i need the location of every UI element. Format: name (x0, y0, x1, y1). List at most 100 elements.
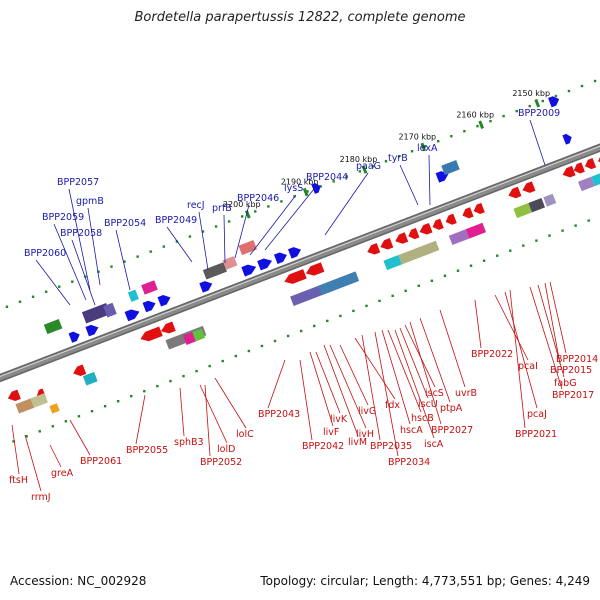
bottom-gene-label: BPP2043 (258, 409, 300, 420)
feature-block (15, 398, 34, 414)
bottom-rail-dot (417, 284, 420, 288)
feature-block (43, 319, 63, 335)
top-rail-dot (214, 225, 218, 228)
bottom-rail-dot (103, 405, 107, 408)
bottom-gene-label: hscB (411, 413, 434, 424)
bottom-label-leader (339, 344, 369, 406)
forward-gene-arrow (287, 247, 301, 259)
top-gene-label: BPP2049 (155, 215, 197, 226)
tick-label: 2200 kbp (223, 200, 261, 209)
bottom-gene-label: pcaJ (527, 409, 547, 420)
bottom-gene-label: BPP2061 (80, 456, 122, 467)
top-label-leader (166, 226, 193, 263)
bottom-rail-dot (195, 369, 198, 373)
feature-block (222, 256, 238, 270)
feature-block (182, 332, 196, 345)
bottom-rail-dot (221, 359, 224, 363)
bottom-rail-dot (352, 309, 355, 313)
bottom-gene-label: ftsH (9, 475, 28, 486)
top-rail-dot (463, 129, 466, 133)
backbone-highlight (0, 145, 600, 378)
bottom-rail-dot (522, 244, 525, 247)
bottom-gene-label: livF (323, 427, 339, 438)
top-rail-dot (450, 134, 453, 138)
top-rail-dot (110, 265, 113, 268)
bottom-label-leader (323, 344, 359, 437)
reverse-gene-arrow (380, 238, 394, 250)
feature-block (318, 271, 360, 296)
feature-block (528, 198, 546, 213)
top-rail-dot (149, 250, 152, 253)
top-rail-dot (97, 270, 100, 273)
bottom-gene-label: BPP2015 (550, 365, 592, 376)
major-tick (302, 187, 309, 197)
genome-title: Bordetella parapertussis 12822, complete… (134, 10, 466, 25)
bottom-rail-dot (247, 349, 251, 353)
bottom-label-leader (419, 317, 451, 403)
bottom-rail-dot (208, 364, 211, 368)
reverse-gene-arrow (7, 389, 21, 402)
top-gene-label: BPP2059 (42, 212, 84, 223)
backbone (0, 145, 600, 381)
bottom-rail-dot (234, 354, 237, 358)
top-rail-dot (5, 305, 9, 308)
top-rail-dot (71, 280, 74, 283)
feature-block (578, 176, 595, 192)
top-gene-label: gpmB (76, 196, 104, 207)
top-label-leader (53, 223, 87, 301)
top-rail-dot (476, 124, 479, 128)
top-rail-dot (489, 119, 492, 123)
top-rail-dot (554, 94, 558, 98)
bottom-rail-dot (482, 259, 486, 262)
top-label-leader (324, 172, 369, 236)
bottom-gene-label: BPP2052 (200, 457, 242, 468)
reverse-gene-arrow (584, 158, 597, 170)
top-rail-dot (175, 240, 179, 243)
bottom-gene-label: iscU (418, 399, 438, 410)
reverse-gene-arrow (419, 222, 433, 235)
top-rail-dot (58, 285, 61, 288)
bottom-rail-dot (469, 264, 473, 267)
reverse-gene-arrow (522, 181, 536, 193)
bottom-gene-label: BPP2021 (515, 429, 557, 440)
bottom-label-leader (11, 424, 20, 475)
bottom-label-leader (315, 351, 341, 414)
top-rail-dot (332, 180, 335, 183)
bottom-label-leader (49, 444, 62, 468)
feature-block (441, 160, 460, 176)
top-gene-label: BPP2044 (306, 172, 348, 183)
feature-block (82, 371, 98, 386)
bottom-rail-dot (38, 430, 41, 433)
reverse-gene-arrow (445, 213, 457, 225)
reverse-gene-arrow (305, 262, 325, 276)
bottom-gene-label: livK (330, 414, 348, 425)
tick-label: 2150 kbp (512, 89, 550, 98)
forward-gene-arrow (273, 252, 287, 264)
bottom-label-leader (179, 387, 185, 437)
top-label-leader (71, 239, 96, 306)
bottom-gene-label: BPP2034 (388, 457, 430, 468)
backbone-outline (0, 143, 600, 383)
feature-block (238, 240, 257, 256)
top-gene-label: BPP2054 (104, 218, 146, 229)
top-label-leader (249, 194, 297, 256)
bottom-gene-label: BPP2022 (471, 349, 513, 360)
bottom-rail-dot (548, 234, 551, 237)
top-rail-dot (162, 245, 165, 248)
bottom-rail-dot (286, 334, 290, 338)
bottom-gene-label: hscA (400, 425, 423, 436)
top-rail-dot (188, 235, 192, 238)
bottom-gene-label: ptpA (440, 403, 463, 414)
feature-block (141, 280, 158, 295)
reverse-gene-arrow (432, 218, 444, 230)
bottom-label-leader (381, 329, 411, 425)
bottom-rail-dot (156, 384, 159, 388)
bottom-gene-label: sphB3 (174, 437, 204, 448)
bottom-rail-dot (509, 249, 512, 252)
bottom-rail-dot (143, 389, 146, 393)
major-tick (534, 98, 541, 108)
top-rail-dot (44, 290, 48, 293)
bottom-label-leader (24, 434, 42, 492)
bottom-rail-dot (495, 254, 499, 257)
top-rail-dot (227, 220, 231, 223)
